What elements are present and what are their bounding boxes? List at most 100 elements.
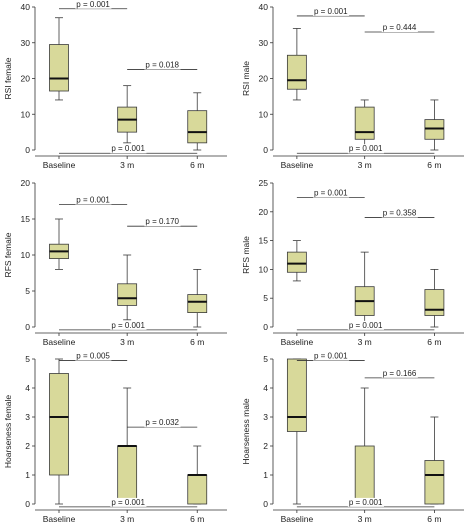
y-tick-label: 0 bbox=[263, 499, 268, 509]
comparison-label-backdrop bbox=[144, 60, 181, 70]
x-tick-label: 3 m bbox=[358, 337, 372, 347]
comparison-label-backdrop bbox=[381, 23, 418, 33]
x-tick-label: Baseline bbox=[43, 514, 76, 524]
comparison-label-backdrop bbox=[75, 351, 112, 361]
comparison-label-backdrop bbox=[347, 497, 384, 507]
comparison-label: p = 0.001 bbox=[76, 196, 110, 205]
x-tick-label: 6 m bbox=[427, 160, 441, 170]
y-tick-label: 30 bbox=[259, 38, 269, 48]
box-1 bbox=[354, 387, 375, 505]
y-tick-label: 40 bbox=[21, 2, 31, 12]
y-tick-label: 4 bbox=[263, 383, 268, 393]
comparison-label-backdrop bbox=[144, 418, 181, 428]
comparison-label-backdrop bbox=[75, 0, 112, 9]
y-tick-label: 0 bbox=[25, 145, 30, 155]
y-tick-label: 1 bbox=[25, 470, 30, 480]
box-body bbox=[424, 289, 445, 316]
box-2 bbox=[424, 416, 445, 505]
y-axis-label: Hoarseness male bbox=[241, 398, 251, 464]
box-body bbox=[117, 445, 138, 505]
box-2 bbox=[187, 92, 208, 151]
y-tick-label: 5 bbox=[25, 286, 30, 296]
x-tick-label: 3 m bbox=[120, 514, 134, 524]
box-0 bbox=[286, 358, 307, 505]
x-tick-label: Baseline bbox=[43, 337, 76, 347]
comparison-label: p = 0.001 bbox=[111, 144, 145, 153]
comparison-label: p = 0.001 bbox=[349, 144, 383, 153]
x-tick-label: Baseline bbox=[281, 160, 314, 170]
comparison-label: p = 0.001 bbox=[111, 321, 145, 330]
box-body bbox=[286, 54, 307, 90]
y-axis-label: RSI female bbox=[3, 57, 13, 99]
x-tick-label: 6 m bbox=[190, 514, 204, 524]
x-tick-label: 6 m bbox=[427, 337, 441, 347]
y-tick-label: 10 bbox=[21, 109, 31, 119]
y-tick-label: 10 bbox=[259, 109, 269, 119]
y-tick-label: 0 bbox=[25, 499, 30, 509]
comparison-label-backdrop bbox=[144, 217, 181, 227]
comparison-label: p = 0.001 bbox=[349, 498, 383, 507]
y-tick-label: 5 bbox=[263, 293, 268, 303]
panel-3: 0 5 10 15 20 25 RFS male Baseline 3 m 6 m p = 0.00… bbox=[241, 178, 464, 347]
box-1 bbox=[354, 99, 375, 147]
comparison-label: p = 0.005 bbox=[76, 351, 110, 360]
panel-5: 0 1 2 3 4 5 Hoarseness male Baseline 3 m 6 m p = 0… bbox=[241, 351, 464, 524]
y-tick-label: 2 bbox=[25, 441, 30, 451]
comparison-label: p = 0.166 bbox=[383, 369, 417, 378]
y-tick-label: 20 bbox=[259, 207, 269, 217]
box-body bbox=[424, 460, 445, 505]
box-0 bbox=[49, 17, 69, 101]
comparison-label-backdrop bbox=[347, 144, 384, 154]
x-tick-label: Baseline bbox=[281, 337, 314, 347]
comparison-label: p = 0.358 bbox=[383, 209, 417, 218]
y-tick-label: 0 bbox=[263, 145, 268, 155]
comparison-label-backdrop bbox=[312, 188, 350, 198]
box-body bbox=[49, 373, 69, 476]
comparison-label: p = 0.018 bbox=[145, 61, 179, 70]
x-tick-label: Baseline bbox=[43, 160, 76, 170]
y-tick-label: 3 bbox=[263, 412, 268, 422]
box-body bbox=[354, 106, 375, 140]
box-body bbox=[354, 445, 375, 505]
y-tick-label: 2 bbox=[263, 441, 268, 451]
box-body bbox=[286, 358, 307, 432]
y-tick-label: 5 bbox=[25, 354, 30, 364]
box-0 bbox=[49, 358, 69, 505]
comparison-label-backdrop bbox=[381, 368, 418, 378]
comparison-label: p = 0.001 bbox=[314, 188, 348, 197]
y-tick-label: 20 bbox=[259, 74, 269, 84]
box-body bbox=[187, 474, 208, 505]
comparison-label-backdrop bbox=[75, 195, 112, 205]
comparison-label-backdrop bbox=[110, 497, 147, 507]
y-tick-label: 40 bbox=[259, 2, 269, 12]
comparison-label: p = 0.001 bbox=[349, 321, 383, 330]
box-2 bbox=[187, 268, 208, 328]
comparison-label: p = 0.001 bbox=[111, 498, 145, 507]
box-body bbox=[187, 110, 208, 144]
y-axis-label: RFS male bbox=[241, 236, 251, 274]
y-tick-label: 5 bbox=[263, 354, 268, 364]
box-1 bbox=[117, 254, 138, 321]
x-tick-label: 6 m bbox=[190, 160, 204, 170]
comparison-label-backdrop bbox=[110, 144, 147, 154]
y-axis-label: RFS female bbox=[3, 232, 13, 277]
comparison-label: p = 0.001 bbox=[314, 351, 348, 360]
y-tick-label: 3 bbox=[25, 412, 30, 422]
comparison-label-backdrop bbox=[381, 208, 418, 218]
x-tick-label: 3 m bbox=[120, 337, 134, 347]
comparison-label-backdrop bbox=[312, 6, 350, 16]
box-body bbox=[117, 283, 138, 306]
y-tick-label: 30 bbox=[21, 38, 31, 48]
box-0 bbox=[286, 28, 307, 101]
panel-0: 0 10 20 30 40 RSI female Baseline 3 m 6 m p = 0.0… bbox=[3, 0, 227, 170]
y-axis-label: Hoarseness female bbox=[3, 395, 13, 469]
box-2 bbox=[187, 445, 208, 505]
y-axis-label: RSI male bbox=[241, 61, 251, 96]
box-body bbox=[49, 44, 69, 92]
x-tick-label: 6 m bbox=[427, 514, 441, 524]
comparison-label: p = 0.032 bbox=[145, 418, 179, 427]
y-tick-label: 20 bbox=[21, 74, 31, 84]
box-2 bbox=[424, 99, 445, 151]
x-tick-label: 3 m bbox=[358, 160, 372, 170]
